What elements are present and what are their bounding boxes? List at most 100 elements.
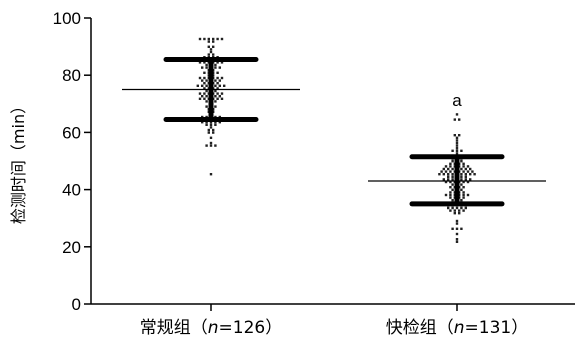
data-point [462,191,465,194]
data-point [207,53,210,56]
y-axis-label: 检测时间（min） [9,98,28,224]
data-point [460,227,463,230]
data-point [205,79,208,82]
data-point [460,188,463,191]
data-point [207,131,210,134]
data-point [442,167,445,171]
data-point [453,209,456,212]
data-point [455,136,459,139]
data-point [449,196,452,199]
data-point [196,84,199,87]
axes: 0 20 40 60 80 100 [53,9,575,314]
data-point [216,61,219,64]
data-point [214,123,217,126]
data-point [455,147,459,150]
data-point [216,37,219,41]
data-point [214,66,217,69]
data-point [205,115,208,119]
data-point [460,160,463,163]
data-point [209,136,213,139]
data-point [205,123,208,126]
data-point [198,37,202,41]
data-point [469,178,472,181]
data-point [214,115,217,119]
data-point [440,170,443,173]
data-point [201,115,204,119]
data-point [451,178,454,181]
data-point [460,178,463,181]
data-point [460,206,463,210]
data-point [220,37,224,41]
data-point [464,167,467,171]
data-point [458,209,461,212]
data-point [453,118,456,121]
data-point [214,95,217,98]
data-point [462,180,465,184]
data-point [444,165,448,168]
data-point [201,66,204,69]
data-point [218,115,221,119]
data-point [218,79,221,82]
data-point [469,167,472,171]
data-point [203,71,206,74]
data-point [214,84,217,87]
data-point [447,173,450,176]
data-point [209,173,213,176]
data-point [455,238,459,241]
data-point [451,149,454,152]
data-point [203,87,206,90]
data-point [212,37,215,41]
data-point [218,66,221,69]
x-category-label: 常规组（n=126） [140,318,282,338]
data-point [198,97,202,100]
data-point [214,144,217,147]
data-point [460,173,463,176]
data-point [460,149,463,152]
data-point [209,50,213,54]
data-point [449,186,452,189]
data-point [212,131,215,134]
data-point [444,170,448,173]
data-point [218,121,221,124]
data-point [212,40,215,43]
data-point [453,212,456,215]
data-point [212,128,215,132]
data-point [462,209,465,212]
data-point [203,61,206,64]
data-point [464,173,467,176]
data-point [218,84,221,87]
data-point [447,178,450,181]
y-tick-label: 40 [62,181,81,200]
y-tick-label: 20 [62,238,81,257]
data-point [205,63,208,67]
data-point [469,173,472,176]
data-point [466,180,470,184]
data-point [216,76,219,80]
data-point [471,170,474,173]
data-point [207,45,210,48]
data-point [462,170,465,173]
data-point [466,170,470,173]
data-point [205,95,208,98]
data-point [216,97,219,100]
data-point [451,173,454,176]
data-point [464,178,467,181]
data-point [449,191,452,194]
data-point [458,118,461,121]
data-point [458,134,461,137]
data-point [214,79,217,82]
data-point [473,173,476,176]
data-point [218,95,221,98]
data-point [220,76,224,80]
data-point [451,206,454,210]
data-point [447,206,450,210]
data-point [212,45,215,48]
data-point [449,162,452,165]
data-point [451,188,454,191]
data-point [203,76,206,80]
data-points [196,37,476,243]
data-point [201,84,204,87]
data-point [464,206,467,210]
data-point [444,180,448,184]
